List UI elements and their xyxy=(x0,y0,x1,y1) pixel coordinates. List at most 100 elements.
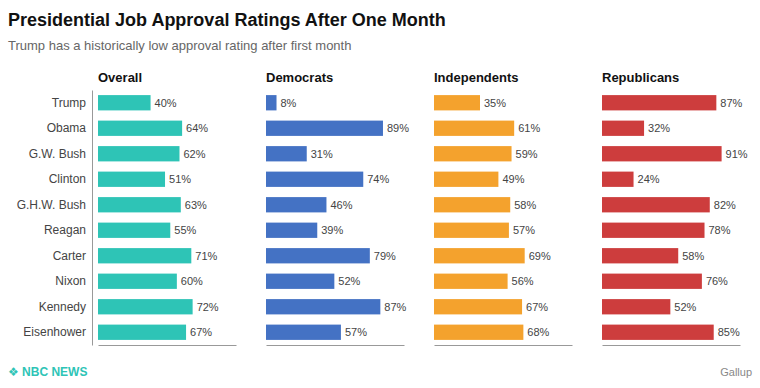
bar xyxy=(98,172,165,187)
data-labels: 40%64%62%51%63%55%71%60%72%67% xyxy=(155,97,219,339)
data-label: 55% xyxy=(174,224,196,236)
x-axis-line xyxy=(435,345,573,346)
y-tick: Nixon xyxy=(55,274,92,288)
bar xyxy=(266,172,363,187)
data-label: 63% xyxy=(185,199,207,211)
bar xyxy=(602,299,670,314)
data-label: 82% xyxy=(714,199,736,211)
data-label: 52% xyxy=(674,301,696,313)
annotation: ❖ NBC NEWS xyxy=(8,365,87,379)
y-tick: Reagan xyxy=(44,223,92,237)
y-tick: G.W. Bush xyxy=(29,147,92,161)
y-tick: Clinton xyxy=(49,172,92,186)
chart: Presidential Job Approval Ratings After … xyxy=(0,0,760,388)
data-label: 46% xyxy=(330,199,352,211)
bar xyxy=(602,95,716,110)
data-label: 87% xyxy=(384,301,406,313)
data-label: 69% xyxy=(529,250,551,262)
data-label: 71% xyxy=(195,250,217,262)
y-axis: Trump Obama G.W. Bush Clinton G.H.W. Bush Rea… xyxy=(17,91,93,346)
data-label: 89% xyxy=(387,122,409,134)
y-tick-label: Carter xyxy=(53,249,86,263)
bar xyxy=(266,121,383,136)
data-label: 59% xyxy=(516,148,538,160)
y-tick-label: Reagan xyxy=(44,223,86,237)
bar xyxy=(602,274,702,289)
data-label: 67% xyxy=(190,326,212,338)
title: Presidential Job Approval Ratings After … xyxy=(8,10,446,30)
y-tick-label: G.W. Bush xyxy=(29,147,86,161)
data-label: 49% xyxy=(502,173,524,185)
bars xyxy=(98,95,193,340)
y-tick: Kennedy xyxy=(39,300,92,314)
data-label: 57% xyxy=(513,224,535,236)
bar xyxy=(266,223,317,238)
data-label: 76% xyxy=(706,275,728,287)
y-tick-label: G.H.W. Bush xyxy=(17,198,86,212)
data-label: 91% xyxy=(726,148,748,160)
data-label: 58% xyxy=(682,250,704,262)
bar xyxy=(266,146,307,161)
data-label: 24% xyxy=(638,173,660,185)
bar xyxy=(434,299,522,314)
y-tick-label: Obama xyxy=(47,121,87,135)
data-label: 68% xyxy=(527,326,549,338)
data-label: 60% xyxy=(181,275,203,287)
bars xyxy=(602,95,722,340)
data-label: 74% xyxy=(367,173,389,185)
data-label: 61% xyxy=(518,122,540,134)
data-labels: 35% 61% 59% 49% 58% 57% 69% 56% 67% 68% xyxy=(484,97,551,339)
data-label: 40% xyxy=(155,97,177,109)
data-label: 52% xyxy=(338,275,360,287)
bars xyxy=(266,95,383,340)
data-label: 51% xyxy=(169,173,191,185)
panel: Independents 35% 61% 59% 49% 58% 57% 69% 56% 67% 6… xyxy=(434,70,573,346)
panel: Democrats8%89%31%74%46%39%79%52%87%57% xyxy=(266,70,409,346)
bar xyxy=(434,248,525,263)
data-label: 35% xyxy=(484,97,506,109)
bar xyxy=(434,197,510,212)
data-label: 85% xyxy=(718,326,740,338)
data-labels: 87%32%91%24%82%78%58%76%52%85% xyxy=(638,97,748,339)
y-tick-label: Eisenhower xyxy=(23,325,86,339)
x-axis xyxy=(603,345,741,346)
x-axis xyxy=(435,345,573,346)
bar xyxy=(98,223,170,238)
data-label: 31% xyxy=(311,148,333,160)
bar xyxy=(602,172,634,187)
y-tick-label: Nixon xyxy=(55,274,86,288)
panel-header: Independents xyxy=(434,70,519,85)
bar xyxy=(602,121,644,136)
data-label: 8% xyxy=(281,97,297,109)
x-axis xyxy=(267,345,405,346)
bar xyxy=(434,223,509,238)
bar xyxy=(602,223,705,238)
y-tick: Obama xyxy=(47,121,92,135)
y-tick-label: Kennedy xyxy=(39,300,86,314)
y-tick-label: Trump xyxy=(52,96,87,110)
x-axis-line xyxy=(267,345,405,346)
bar xyxy=(98,274,177,289)
bar xyxy=(98,325,186,340)
bar xyxy=(434,146,512,161)
data-label: 56% xyxy=(512,275,534,287)
y-tick: Carter xyxy=(53,249,92,263)
bar xyxy=(434,325,523,340)
data-label: 87% xyxy=(720,97,742,109)
panel-header: Democrats xyxy=(266,70,333,85)
data-label: 58% xyxy=(514,199,536,211)
bar xyxy=(266,274,334,289)
x-axis xyxy=(99,345,237,346)
bar xyxy=(98,121,182,136)
bar xyxy=(266,299,380,314)
data-label: 67% xyxy=(526,301,548,313)
x-axis-line xyxy=(603,345,741,346)
panel: Overall40%64%62%51%63%55%71%60%72%67% xyxy=(98,70,237,346)
annotation: Gallup xyxy=(720,366,752,378)
data-label: 72% xyxy=(197,301,219,313)
bar xyxy=(266,95,277,110)
bars xyxy=(434,95,525,340)
bar xyxy=(434,274,508,289)
bar xyxy=(98,248,191,263)
panel: Republicans87%32%91%24%82%78%58%76%52%85… xyxy=(602,70,748,346)
